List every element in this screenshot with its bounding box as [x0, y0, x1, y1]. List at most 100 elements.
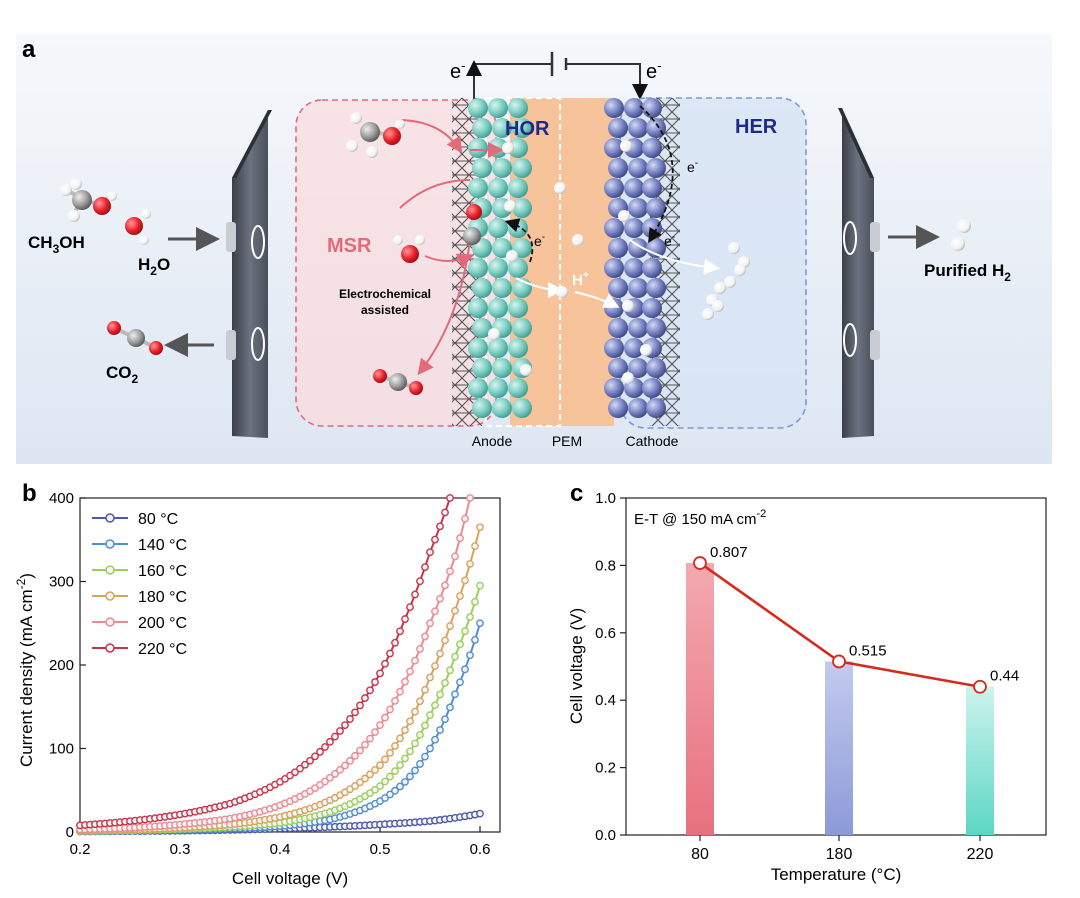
data-point — [296, 764, 304, 773]
legend-label: 180 °C — [138, 589, 187, 606]
data-point — [361, 774, 369, 783]
panel-c-letter: c — [570, 480, 583, 507]
h2o-label: H2O — [138, 255, 170, 278]
data-point — [356, 778, 364, 787]
cathode-particle — [628, 358, 648, 378]
data-point — [381, 713, 389, 722]
data-point — [321, 743, 329, 751]
anode-particle — [508, 98, 528, 118]
data-point — [391, 638, 399, 647]
data-point — [461, 665, 469, 674]
anode-particle — [488, 218, 508, 238]
legend-swatch-marker — [105, 643, 115, 653]
data-point — [451, 606, 459, 615]
data-point — [371, 766, 379, 774]
data-point — [456, 592, 464, 600]
data-point — [386, 705, 394, 714]
data-point — [376, 782, 384, 790]
data-point — [381, 755, 389, 764]
hydrogen-atom — [520, 364, 532, 376]
data-point — [436, 594, 444, 603]
external-circuit — [466, 52, 648, 100]
anode-particle — [492, 278, 512, 298]
data-point — [466, 613, 474, 621]
hydrogen-atom — [556, 286, 568, 298]
cathode-particle — [604, 98, 624, 118]
data-point — [301, 760, 309, 769]
series-group-b — [76, 494, 484, 836]
data-point — [471, 542, 479, 551]
hydrogen-atom — [640, 344, 652, 356]
oxygen-atom — [93, 197, 111, 215]
data-point — [356, 701, 364, 710]
axis-ticks-b: 0.2 0.3 0.4 0.5 0.6 0 100 200 300 400 — [49, 490, 490, 858]
legend-swatch-marker — [105, 513, 115, 523]
y-tick-label-c: 1.0 — [595, 490, 616, 507]
oxygen-atom — [149, 341, 163, 355]
series-5 — [76, 494, 474, 834]
data-point — [311, 752, 319, 761]
oxygen-atom — [383, 127, 401, 145]
anode-particle — [512, 158, 532, 178]
anode-particle — [508, 218, 528, 238]
hydrogen-atom — [951, 237, 965, 251]
data-point — [331, 732, 339, 741]
data-point — [401, 677, 409, 686]
anode-particle — [508, 298, 528, 318]
cathode-particle — [646, 118, 666, 138]
anode-particle — [488, 98, 508, 118]
data-point — [436, 649, 444, 658]
data-point — [326, 773, 334, 782]
data-point — [386, 749, 394, 757]
data-point — [426, 744, 434, 753]
data-point — [466, 494, 474, 502]
anode-particle — [492, 358, 512, 378]
cathode-particle — [642, 258, 662, 278]
data-point — [341, 721, 349, 730]
value-label: 0.515 — [849, 642, 887, 659]
proton-label: H+ — [572, 270, 589, 289]
cathode-particle — [646, 198, 666, 218]
oxygen-atom — [466, 204, 482, 220]
cathode-particle — [642, 378, 662, 398]
cathode-particle — [628, 318, 648, 338]
electron-label-left: e- — [450, 58, 465, 83]
y-tick-label-b: 0 — [66, 824, 74, 841]
cathode-particle — [646, 278, 666, 298]
carbon-atom — [463, 227, 481, 245]
msr-reaction-arrows — [397, 119, 504, 376]
her-label: HER — [735, 116, 778, 138]
anode-particle — [512, 318, 532, 338]
data-point — [391, 767, 399, 776]
data-point — [476, 581, 484, 590]
legend-label: 80 °C — [138, 511, 178, 528]
data-point — [431, 662, 439, 670]
data-point — [396, 761, 404, 770]
cathode-particle — [604, 338, 624, 358]
y-axis-label-c: Cell voltage (V) — [567, 608, 586, 724]
data-point — [411, 590, 419, 599]
anode-particle — [468, 98, 488, 118]
data-point — [376, 721, 384, 730]
anode-particle — [468, 258, 488, 278]
hydrogen-atom — [393, 235, 403, 245]
right-flow-plate — [838, 108, 880, 438]
data-point — [441, 679, 449, 687]
data-point — [366, 686, 374, 695]
y-tick-label-b: 300 — [49, 574, 74, 591]
data-point — [361, 694, 369, 702]
data-point — [471, 635, 479, 644]
data-point — [466, 559, 474, 568]
data-point — [391, 696, 399, 705]
legend-label: 220 °C — [138, 641, 187, 658]
annotation-c: E-T @ 150 mA cm-2 — [634, 508, 766, 528]
hydrogen-atom — [724, 276, 736, 288]
data-point — [446, 703, 454, 712]
co2-label: CO2 — [106, 363, 139, 386]
cathode-particle — [642, 218, 662, 238]
hydrogen-atom — [618, 210, 630, 222]
data-point — [416, 697, 424, 706]
data-point — [406, 772, 414, 781]
data-point — [411, 739, 419, 748]
cathode-particle — [628, 398, 648, 418]
